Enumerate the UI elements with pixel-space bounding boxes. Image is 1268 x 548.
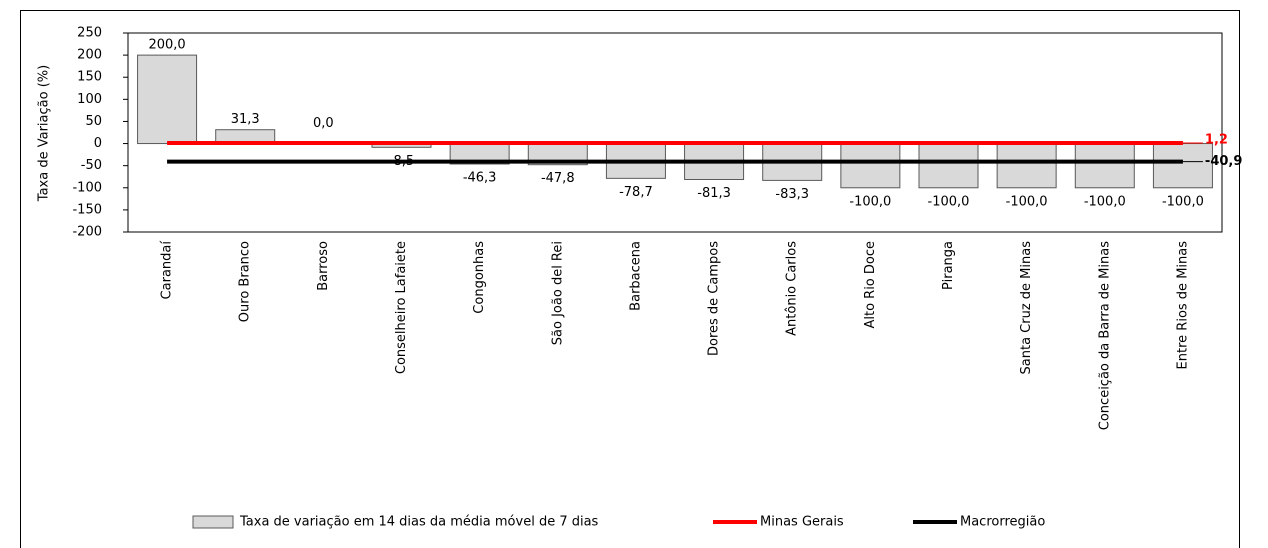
legend-swatch [192,515,234,529]
x-tick-label: Barbacena [628,241,643,311]
bar [137,54,198,145]
legend-label: Minas Gerais [760,515,844,530]
y-axis-label: Taxa de Variação (%) [37,65,52,202]
x-tick-label: Alto Rio Doce [863,241,878,329]
x-tick-label: Carandaí [160,241,175,300]
y-tick-label: 150 [77,70,102,85]
bar [996,143,1057,189]
value-label: -100,0 [1006,194,1048,209]
chart-frame [20,10,1240,548]
value-label: 0,0 [313,116,334,131]
y-tick-label: -100 [72,180,102,195]
x-tick-label: Conceição da Barra de Minas [1097,241,1112,430]
value-label: -46,3 [463,171,497,186]
reference-label: -40,9 [1205,154,1242,169]
value-label: 200,0 [148,38,185,53]
x-tick-label: Ouro Branco [238,241,253,322]
legend-label: Taxa de variação em 14 dias da média móv… [239,515,599,530]
value-label: 31,3 [231,112,260,127]
value-label: -100,0 [849,194,891,209]
x-tick-label: Barroso [316,241,331,291]
x-tick-label: Congonhas [472,241,487,314]
x-tick-label: Antônio Carlos [785,241,800,336]
bar [1074,143,1135,189]
y-tick-label: 50 [85,114,102,129]
x-tick-label: Santa Cruz de Minas [1019,241,1034,375]
value-label: -47,8 [541,171,575,186]
reference-label: 1,2 [1205,133,1228,148]
y-tick-label: -200 [72,225,102,240]
y-tick-label: 250 [77,26,102,41]
value-label: -100,0 [928,194,970,209]
value-label: -100,0 [1084,194,1126,209]
y-tick-label: 200 [77,48,102,63]
y-tick-label: -50 [81,158,102,173]
x-tick-label: Piranga [941,241,956,290]
bar [1152,143,1213,189]
value-label: -78,7 [619,185,653,200]
value-label: -100,0 [1162,194,1204,209]
x-tick-label: Dores de Campos [707,241,722,356]
y-tick-label: 0 [94,136,102,151]
x-tick-label: Conselheiro Lafaiete [394,241,409,374]
bar [918,143,979,189]
x-tick-label: Entre Rios de Minas [1175,241,1190,370]
y-tick-label: -150 [72,202,102,217]
x-tick-label: São João del Rei [550,241,565,345]
legend-label: Macrorregião [960,515,1045,530]
plot-frame [127,32,1223,233]
value-label: -81,3 [697,186,731,201]
value-label: -83,3 [775,187,809,202]
y-tick-label: 100 [77,92,102,107]
bar [840,143,901,189]
